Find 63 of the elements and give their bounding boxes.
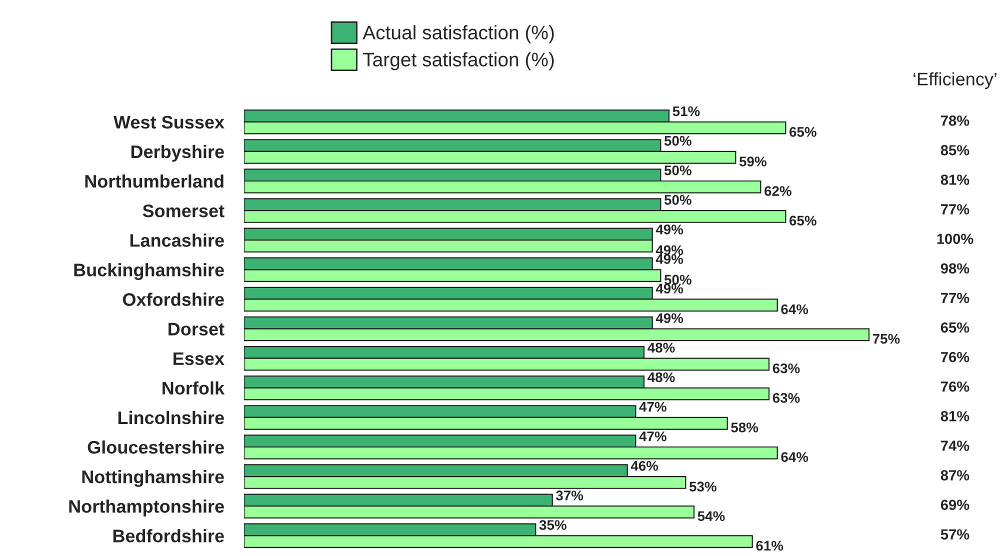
y-tick-label: Northumberland bbox=[85, 174, 224, 188]
y-tick-label: Lancashire bbox=[130, 234, 224, 247]
data-label: 53% bbox=[689, 482, 716, 492]
y-tick-label: Dorset bbox=[168, 322, 224, 336]
data-label: 50% bbox=[664, 165, 692, 176]
data-label: 65% bbox=[790, 216, 816, 226]
text: 87% bbox=[940, 470, 970, 480]
data-label: 62% bbox=[764, 186, 792, 196]
text: 85% bbox=[940, 145, 970, 156]
text: 77% bbox=[941, 292, 970, 304]
y-tick-label: Gloucestershire bbox=[88, 440, 224, 454]
legend-label: Target satisfaction (%) bbox=[363, 52, 554, 70]
y-tick-label: Norfolk bbox=[162, 381, 225, 395]
data-label: 48% bbox=[648, 342, 675, 353]
data-label: 50% bbox=[664, 136, 692, 146]
data-label: 49% bbox=[656, 245, 684, 256]
data-label: 46% bbox=[630, 460, 658, 471]
text: 81% bbox=[940, 411, 970, 422]
y-tick-label: Buckinghamshire bbox=[74, 263, 224, 280]
data-label: 35% bbox=[539, 520, 566, 530]
data-label: 49% bbox=[656, 254, 684, 264]
data-label: 49% bbox=[656, 313, 684, 324]
text: 77% bbox=[941, 204, 970, 214]
text: 76% bbox=[941, 381, 970, 392]
data-label: 54% bbox=[698, 511, 725, 522]
text: 78% bbox=[941, 115, 970, 126]
data-label: 48% bbox=[648, 372, 675, 382]
data-label: 49% bbox=[656, 284, 684, 294]
data-label: 58% bbox=[731, 422, 758, 432]
data-label: 47% bbox=[639, 431, 666, 442]
text: 76% bbox=[941, 352, 970, 362]
y-tick-label: Essex bbox=[174, 352, 224, 366]
y-tick-label: Oxfordshire bbox=[122, 292, 224, 306]
text: 100% bbox=[937, 234, 974, 244]
y-tick-label: West Sussex bbox=[114, 116, 224, 129]
y-tick-label: Nottinghamshire bbox=[82, 470, 224, 487]
data-label: 59% bbox=[739, 156, 766, 166]
data-label: 64% bbox=[781, 304, 808, 314]
data-label: 63% bbox=[772, 393, 800, 403]
y-tick-label: Bedfordshire bbox=[113, 529, 224, 542]
legend-label: Actual satisfaction (%) bbox=[362, 25, 554, 44]
data-label: 50% bbox=[664, 194, 692, 205]
y-tick-label: Northamptonshire bbox=[69, 500, 224, 516]
y-tick-label: Derbyshire bbox=[131, 144, 224, 162]
data-label: 51% bbox=[672, 106, 700, 116]
data-label: 37% bbox=[556, 490, 584, 500]
data-label: 50% bbox=[664, 274, 692, 285]
y-tick-label: Lincolnshire bbox=[118, 410, 224, 424]
data-label: 63% bbox=[772, 363, 800, 374]
text: 98% bbox=[940, 263, 970, 274]
text: 81% bbox=[940, 174, 970, 185]
text: ‘Efficiency’ bbox=[914, 72, 996, 90]
data-label: 64% bbox=[781, 452, 808, 462]
text: 74% bbox=[941, 440, 970, 451]
data-label: 75% bbox=[872, 334, 900, 344]
text: 65% bbox=[940, 322, 970, 333]
data-label: 61% bbox=[756, 540, 784, 551]
text: 69% bbox=[940, 500, 970, 510]
data-label: 47% bbox=[639, 402, 666, 412]
text: 57% bbox=[940, 529, 970, 540]
y-tick-label: Somerset bbox=[142, 204, 224, 218]
data-label: 65% bbox=[790, 127, 816, 137]
data-label: 49% bbox=[656, 224, 684, 234]
